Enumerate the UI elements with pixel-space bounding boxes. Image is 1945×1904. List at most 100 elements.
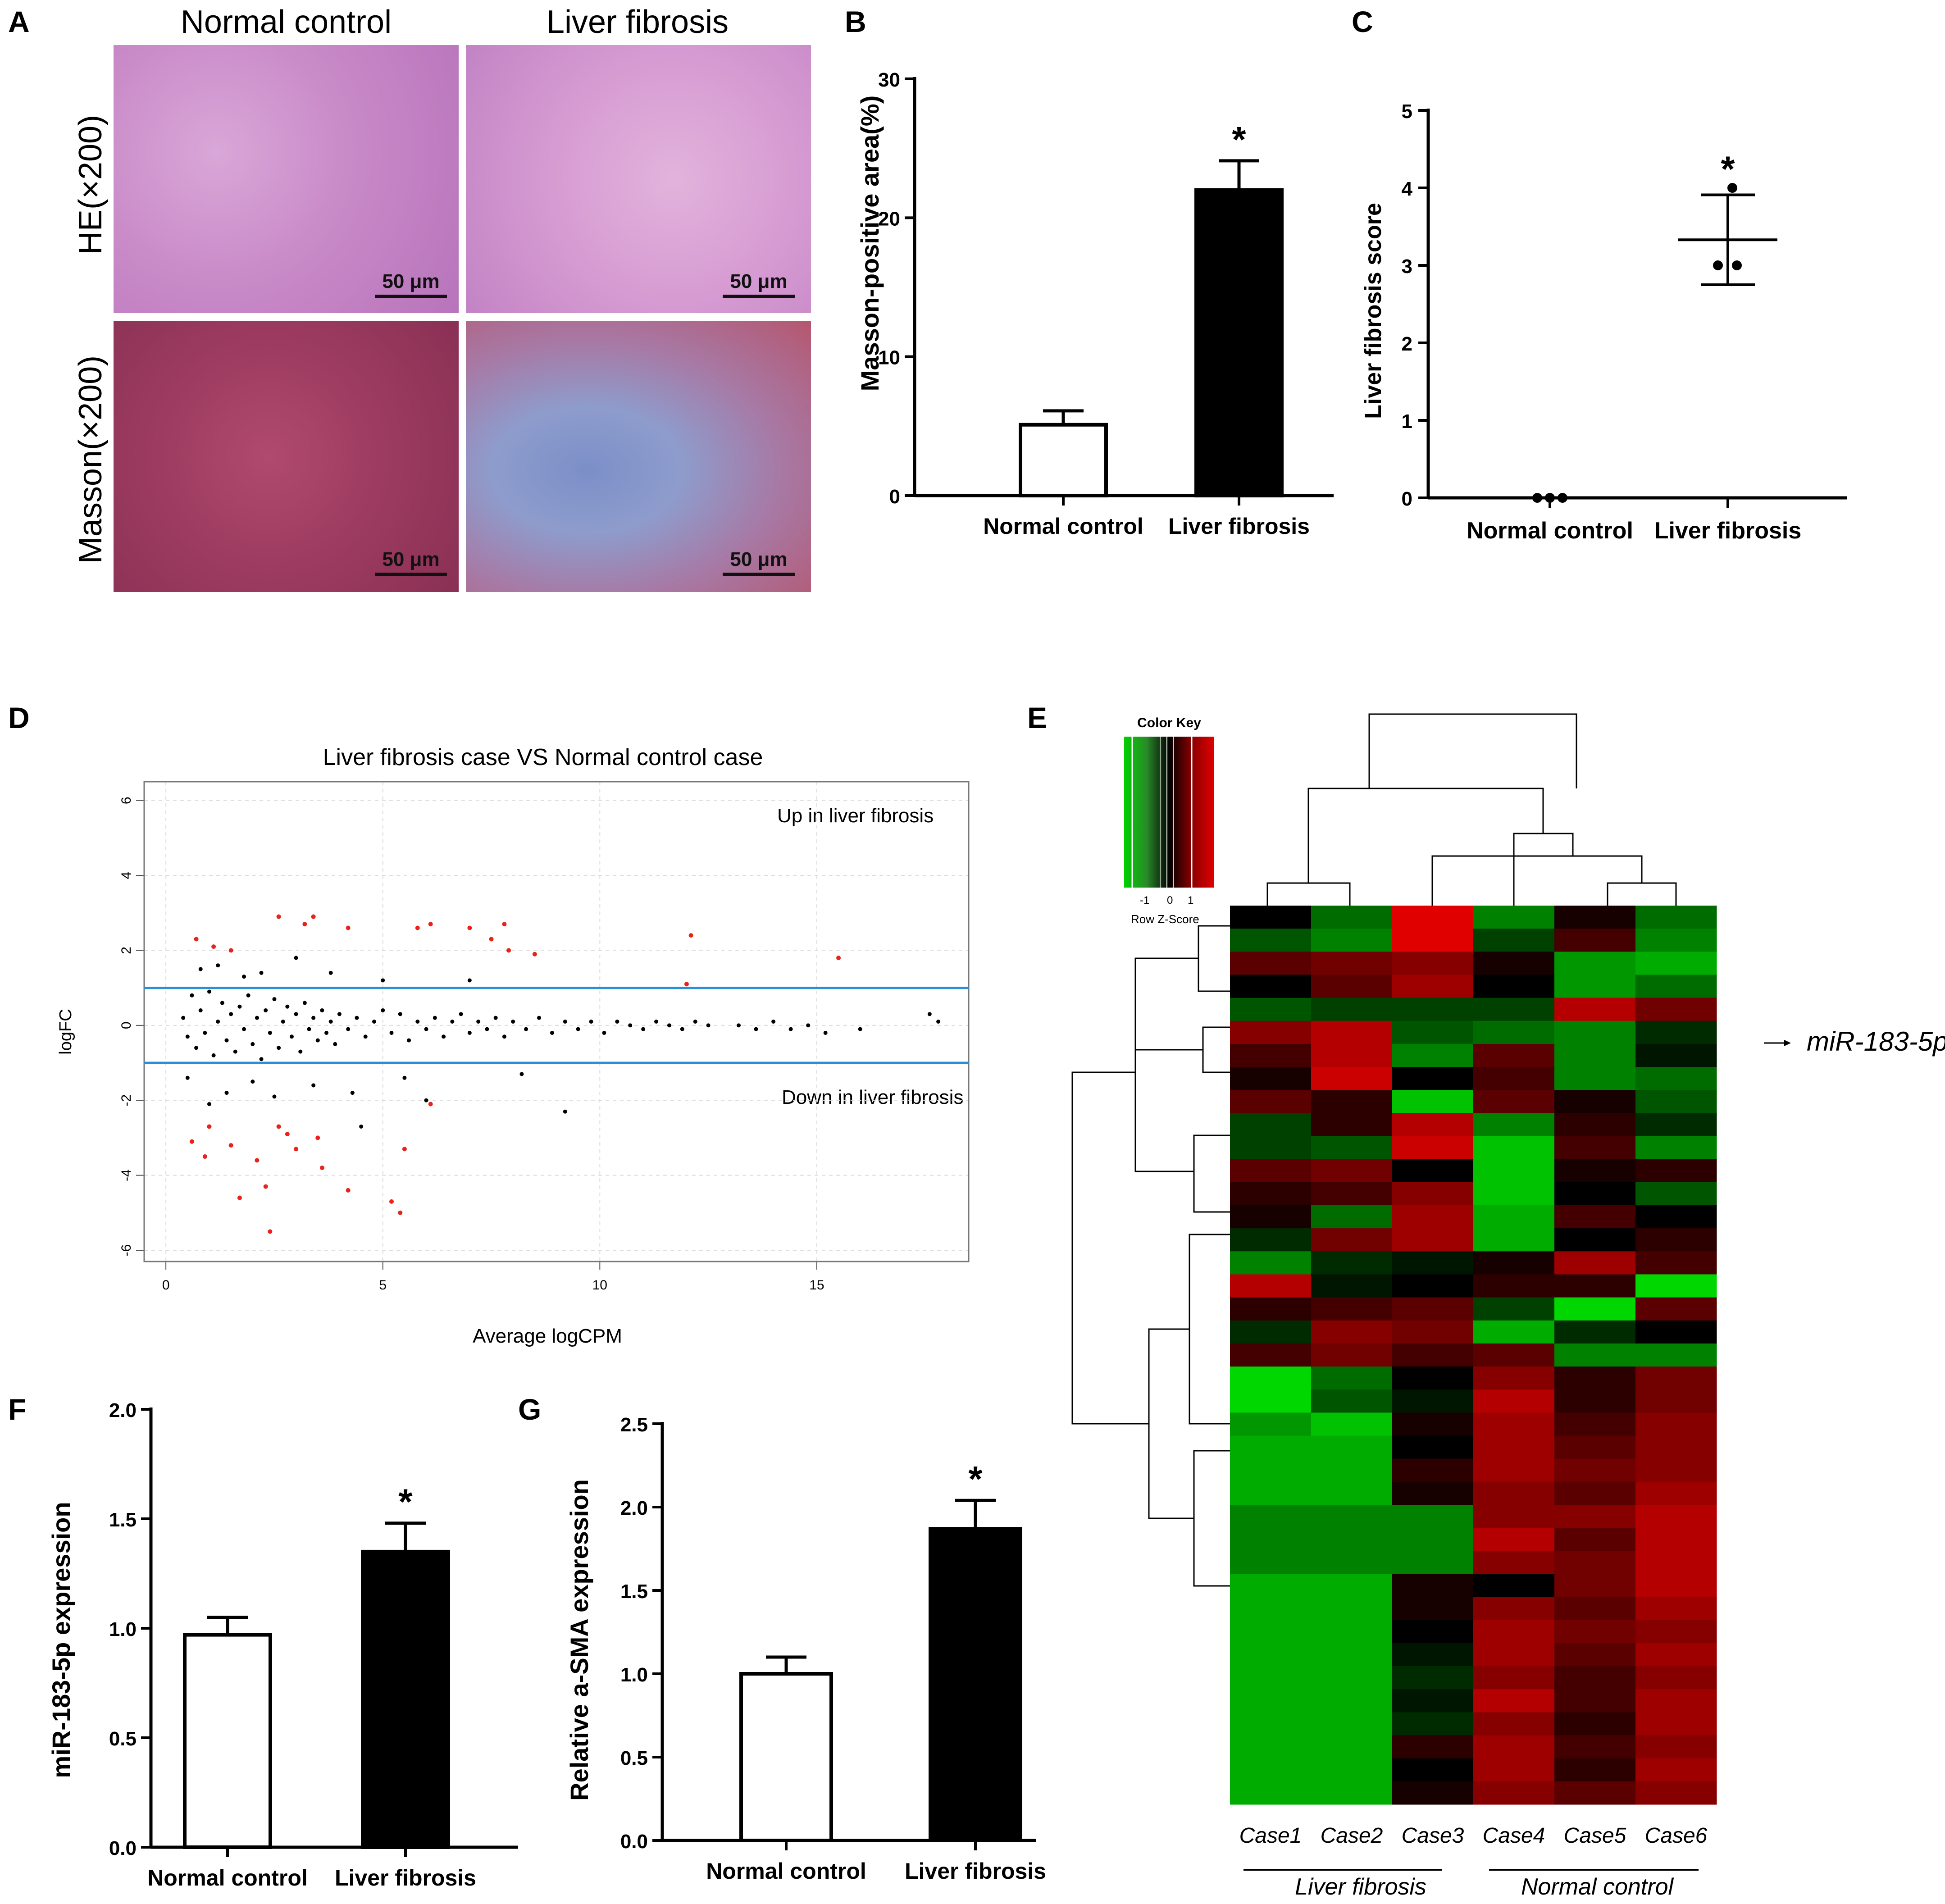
heatmap-cell bbox=[1473, 1274, 1555, 1298]
y-tick-label: 2.0 bbox=[109, 1399, 137, 1421]
heatmap-cell bbox=[1392, 1367, 1474, 1390]
heatmap-cell bbox=[1311, 1574, 1393, 1598]
heatmap-cell bbox=[1554, 998, 1636, 1021]
heatmap-cell bbox=[1311, 1113, 1393, 1137]
heatmap-cell bbox=[1473, 1205, 1555, 1229]
y-tick-label: 0 bbox=[1402, 488, 1412, 510]
x-tick-label: Normal control bbox=[147, 1865, 308, 1890]
heatmap-cell bbox=[1473, 1689, 1555, 1713]
heatmap-cell bbox=[1311, 1620, 1393, 1644]
y-tick-label: 2 bbox=[1402, 333, 1412, 355]
point-not-significant bbox=[320, 1008, 324, 1013]
heatmap-cell bbox=[1473, 1412, 1555, 1436]
point-not-significant bbox=[272, 1094, 277, 1099]
heatmap-cell bbox=[1554, 1205, 1636, 1229]
heatmap-cell bbox=[1473, 1020, 1555, 1044]
heatmap-cell bbox=[1311, 906, 1393, 929]
point-not-significant bbox=[628, 1023, 633, 1028]
heatmap-cell bbox=[1635, 1458, 1717, 1482]
heatmap-cell bbox=[1392, 929, 1474, 952]
point-not-significant bbox=[641, 1027, 646, 1031]
heatmap-cell bbox=[1473, 1136, 1555, 1160]
group-label-fibrosis: Liver fibrosis bbox=[1295, 1874, 1426, 1900]
point-not-significant bbox=[272, 997, 277, 1002]
y-tick-label: 1.0 bbox=[109, 1618, 137, 1640]
heatmap-cell bbox=[1554, 929, 1636, 952]
heatmap-cell bbox=[1635, 1343, 1717, 1367]
heatmap-cell bbox=[1554, 1528, 1636, 1551]
significance-marker: * bbox=[1721, 149, 1735, 189]
heatmap-cell bbox=[1230, 1458, 1312, 1482]
point-not-significant bbox=[315, 1038, 320, 1043]
scale-bar: 50 μm bbox=[723, 270, 795, 298]
point-not-significant bbox=[476, 1020, 481, 1024]
x-tick-label: 10 bbox=[592, 1278, 607, 1293]
point-not-significant bbox=[294, 956, 298, 960]
heatmap-cell bbox=[1554, 1712, 1636, 1736]
point-down bbox=[398, 1210, 403, 1215]
point-not-significant bbox=[251, 1042, 255, 1046]
point-not-significant bbox=[402, 1075, 407, 1080]
heatmap-cell bbox=[1473, 929, 1555, 952]
y-tick-label: 0.0 bbox=[620, 1831, 648, 1853]
heatmap-cell bbox=[1554, 1643, 1636, 1667]
point-down bbox=[276, 1124, 281, 1129]
point-down bbox=[189, 1139, 194, 1144]
heatmap-cell bbox=[1392, 1551, 1474, 1574]
heatmap-cell bbox=[1311, 952, 1393, 975]
heatmap-cell bbox=[1392, 1067, 1474, 1090]
point-not-significant bbox=[220, 1001, 224, 1005]
column-dendrogram bbox=[1266, 713, 1677, 906]
heatmap-cell bbox=[1635, 1320, 1717, 1344]
y-tick-label: 3 bbox=[1402, 255, 1412, 278]
heatmap-cell bbox=[1473, 952, 1555, 975]
point-down bbox=[202, 1154, 207, 1159]
point-not-significant bbox=[602, 1030, 606, 1035]
bar-chart-f-plot: 0.0 0.5 1.0 1.5 2.0 Normal control Liver fibro… bbox=[109, 1399, 518, 1890]
heatmap-cell bbox=[1230, 1597, 1312, 1621]
heatmap-cell bbox=[1311, 1666, 1393, 1690]
point-up bbox=[684, 982, 689, 987]
significance-marker: * bbox=[398, 1482, 413, 1522]
heatmap-cell bbox=[1392, 998, 1474, 1021]
col-title-liver-fibrosis: Liver fibrosis bbox=[546, 4, 729, 40]
heatmap-cell bbox=[1230, 1228, 1312, 1252]
heatmap-cell bbox=[1311, 1320, 1393, 1344]
point-not-significant bbox=[823, 1030, 828, 1035]
heatmap-e: miR-183-5p Case1 Case2 Case3 Case4 Case5 Case… bbox=[1071, 713, 1945, 1900]
point-not-significant bbox=[268, 1030, 272, 1035]
heatmap-cell bbox=[1392, 1597, 1474, 1621]
point-not-significant bbox=[328, 1020, 333, 1024]
panel-label-f: F bbox=[8, 1393, 27, 1426]
point-not-significant bbox=[389, 1030, 394, 1035]
heatmap-cell bbox=[1635, 975, 1717, 998]
heatmap-cell bbox=[1392, 975, 1474, 998]
data-point bbox=[1558, 493, 1567, 503]
heatmap-cell bbox=[1311, 1389, 1393, 1413]
point-not-significant bbox=[927, 1012, 932, 1016]
point-not-significant bbox=[363, 1034, 368, 1039]
point-not-significant bbox=[264, 1008, 268, 1013]
point-not-significant bbox=[246, 993, 251, 998]
heatmap-cell bbox=[1554, 1297, 1636, 1321]
x-tick-label: 15 bbox=[809, 1278, 824, 1293]
heatmap-cell bbox=[1554, 1781, 1636, 1805]
point-not-significant bbox=[198, 967, 203, 971]
point-up bbox=[467, 925, 472, 930]
color-key-xlabel: Row Z-Score bbox=[1131, 912, 1199, 926]
heatmap-cell bbox=[1311, 1228, 1393, 1252]
plot-frame bbox=[143, 781, 970, 1262]
panel-label-b: B bbox=[845, 5, 866, 38]
bar bbox=[929, 1527, 1022, 1843]
point-not-significant bbox=[788, 1027, 793, 1031]
x-axis-label: Average logCPM bbox=[473, 1325, 622, 1347]
point-not-significant bbox=[190, 993, 194, 998]
heatmap-cell bbox=[1392, 1758, 1474, 1782]
heatmap-cell bbox=[1554, 975, 1636, 998]
data-point bbox=[1545, 493, 1555, 503]
heatmap-cell bbox=[1473, 1043, 1555, 1067]
heatmap-cell bbox=[1473, 1182, 1555, 1206]
y-axis-label: Liver fibrosis score bbox=[1360, 203, 1386, 419]
heatmap-cell bbox=[1230, 1574, 1312, 1598]
heatmap-cell bbox=[1473, 1666, 1555, 1690]
